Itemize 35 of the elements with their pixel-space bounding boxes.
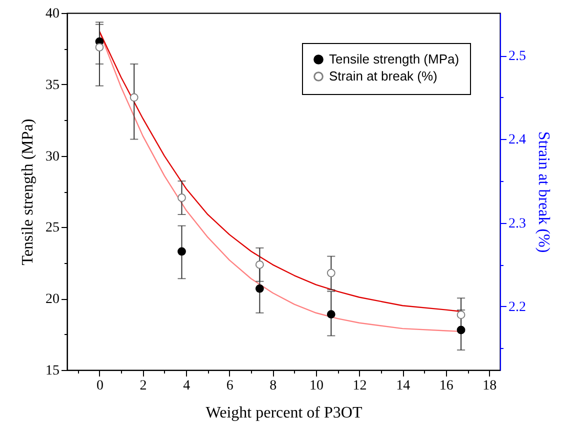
y-tick-label: 35 <box>46 78 60 93</box>
x-tick-label: 2 <box>140 378 147 394</box>
y2-axis-title: Strain at break (%) <box>535 131 552 253</box>
point <box>178 194 186 202</box>
y-tick-label: 30 <box>46 149 60 164</box>
x-tick-label: 14 <box>396 378 410 394</box>
x-tick-label: 12 <box>352 378 367 394</box>
point <box>456 326 466 334</box>
x-tick-label: 8 <box>270 378 277 394</box>
x-tick-label: 10 <box>309 378 324 394</box>
y2-tick-label: 2.3 <box>508 216 526 232</box>
point <box>95 43 104 52</box>
y2-tick-label: 2.5 <box>508 49 526 64</box>
y2-tick-label: 2.4 <box>508 132 526 148</box>
y-tick-label: 40 <box>46 6 60 22</box>
point <box>456 310 466 320</box>
x-axis-title: Weight percent of P3OT <box>206 404 362 422</box>
point <box>178 247 186 256</box>
x-tick-label: 4 <box>183 378 190 394</box>
point <box>255 284 264 293</box>
y-tick-label: 15 <box>46 364 60 378</box>
point <box>255 260 264 269</box>
y2-tick-label: 2.2 <box>508 300 526 315</box>
y-axis-title: Tensile strength (MPa) <box>20 118 36 266</box>
y-tick-label: 20 <box>46 292 60 308</box>
point <box>326 310 336 319</box>
x-tick-label: 18 <box>482 378 497 394</box>
point <box>130 93 138 102</box>
x-tick-label: 16 <box>439 378 454 394</box>
y-tick-label: 25 <box>46 220 60 236</box>
x-tick-label: 6 <box>226 378 234 394</box>
x-tick-label: 0 <box>96 378 104 394</box>
point <box>326 268 336 278</box>
legend-label: Tensile strength (MPa) <box>329 52 460 66</box>
legend-label: Strain at break (%) <box>329 68 438 84</box>
